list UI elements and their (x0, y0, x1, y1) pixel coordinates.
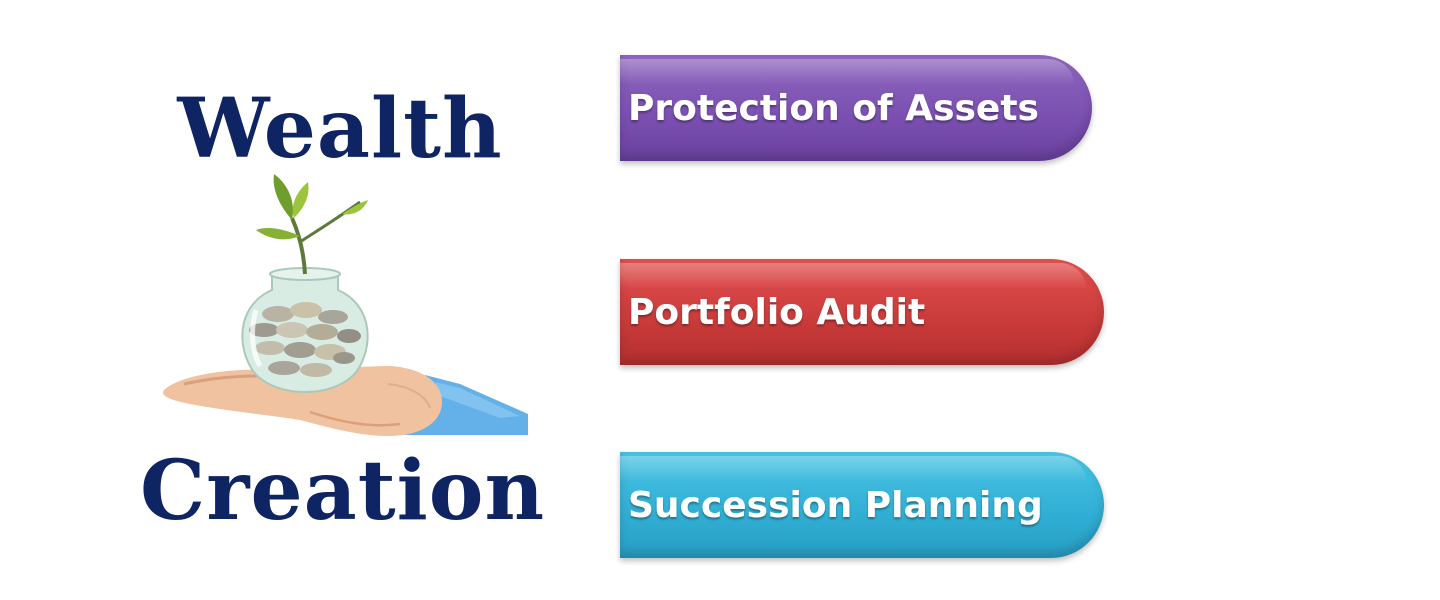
protection-of-assets-button[interactable]: Protection of Assets (620, 55, 1092, 161)
pill-label: Succession Planning (628, 484, 1043, 526)
hand-holding-coin-jar-with-plant-icon (163, 174, 528, 436)
succession-planning-button[interactable]: Succession Planning (620, 452, 1104, 558)
title-wealth: Wealth (177, 81, 503, 177)
pill-label: Protection of Assets (628, 87, 1039, 129)
portfolio-audit-button[interactable]: Portfolio Audit (620, 259, 1104, 365)
pill-label: Portfolio Audit (628, 291, 926, 333)
title-creation: Creation (140, 443, 546, 539)
